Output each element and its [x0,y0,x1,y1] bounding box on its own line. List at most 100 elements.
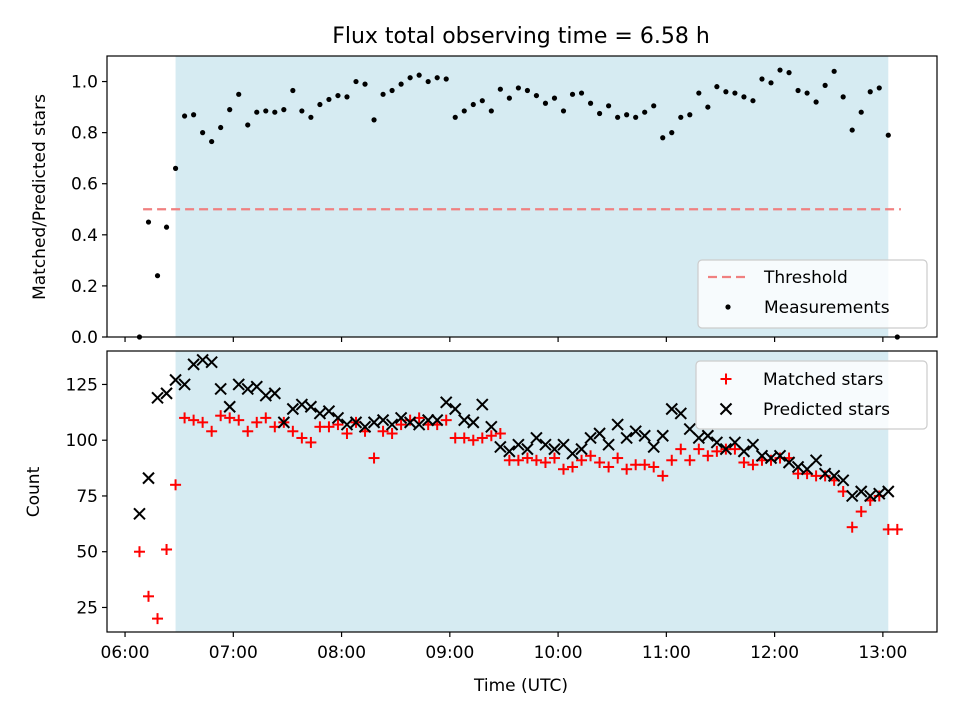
bottom-y-tick-label: 75 [76,487,98,507]
x-tick-label: 12:00 [750,643,799,663]
measurement-point [308,114,314,120]
matched-star-point [242,425,254,437]
predicted-star-point [593,427,606,440]
matched-star-point [368,452,380,464]
legend-matched-label: Matched stars [763,370,883,390]
predicted-star-point [349,416,363,429]
predicted-star-point [403,416,417,429]
measurement-point [362,81,368,87]
measurement-point [470,101,476,108]
bottom-x-ticks: 06:00 07:00 08:00 09:00 10:00 11:00 12:00 13:00 [101,632,907,663]
measurement-point [506,95,512,101]
measurement-point [723,89,729,95]
measurement-point [172,165,179,171]
top-y-tick-label: 1.0 [71,73,98,93]
bottom-axes-frame [106,350,938,633]
measurement-point [154,273,161,279]
predicted-star-point [232,378,245,391]
predicted-star-point [412,418,426,431]
matched-star-point [612,452,624,464]
matched-star-point [539,457,551,469]
measurement-point [759,76,765,82]
matched-star-point [476,432,488,444]
measurement-point [813,99,819,105]
matched-star-point [747,459,759,471]
matched-star-point [341,428,353,440]
matched-star-point [224,412,236,424]
predicted-star-point [476,398,489,411]
predicted-star-point [620,431,633,445]
predicted-star-point [692,431,706,445]
matched-star-point [521,452,533,464]
predicted-star-point [304,400,318,413]
measurement-point [317,101,323,108]
predicted-star-point [873,487,886,500]
x-tick-label: 08:00 [317,643,366,663]
measurement-point [651,103,657,109]
measurement-point [858,109,864,115]
predicted-star-point [322,405,336,418]
measurement-point [218,124,224,131]
matched-star-point [323,421,335,433]
predicted-star-point [449,402,462,416]
measurement-point [885,132,891,138]
matched-star-point [711,445,723,457]
measurement-point [551,95,558,101]
matched-star-point [693,443,705,455]
measurement-point [569,91,576,97]
measurement-point [245,122,251,128]
legend-threshold-label: Threshold [763,268,848,288]
matched-star-point [548,452,560,464]
matched-star-point [738,457,750,469]
predicted-star-point [385,418,399,431]
matched-star-point [458,432,470,444]
measurement-point [804,90,810,96]
predicted-star-point [827,469,841,483]
measurement-point [344,94,350,100]
bottom-y-tick-label: 125 [66,375,98,395]
predicted-star-point [864,489,877,503]
predicted-star-point [440,396,453,409]
x-tick-label: 09:00 [425,643,474,663]
measurement-point [380,91,386,97]
matched-star-point [377,425,389,437]
measurement-point [353,78,359,85]
predicted-star-point [214,382,227,396]
predicted-star-point [358,420,372,434]
measurement-point [407,75,413,81]
predicted-star-point [629,425,642,438]
predicted-star-point [331,411,345,425]
predicted-marker [719,402,733,416]
measurement-point [714,84,720,90]
matched-star-point [296,432,308,444]
matched-star-point [855,506,867,518]
measurement-point [560,108,567,114]
top-y-ticks: 0.0 0.2 0.4 0.6 0.8 1.0 [71,73,107,348]
top-y-tick-label: 0.0 [71,328,98,348]
measurement-point [696,90,702,96]
matched-star-point [233,414,245,426]
predicted-star-point [773,449,787,463]
matched-star-point [666,454,678,466]
predicted-star-point [791,460,805,474]
predicted-star-point [855,485,868,498]
legend-predicted-label: Predicted stars [763,400,890,420]
predicted-star-point [485,420,498,434]
measurement-point [290,87,296,94]
predicted-star-point [277,416,291,429]
measurement-point [479,98,485,104]
predicted-star-point [845,489,859,503]
measurement-point [416,72,422,78]
top-y-axis-label: Matched/Predicted stars [30,94,50,300]
top-legend-box [697,259,928,329]
measurement-point [272,109,278,115]
predicted-star-point [286,402,300,416]
matched-star-point [260,412,272,424]
matched-star-point [467,434,479,446]
measurement-point [822,82,828,88]
matched-star-point [197,416,209,428]
predicted-star-point [133,507,146,521]
measurement-point [786,70,792,76]
measurement-point [678,114,684,120]
measurement-point [335,92,341,99]
